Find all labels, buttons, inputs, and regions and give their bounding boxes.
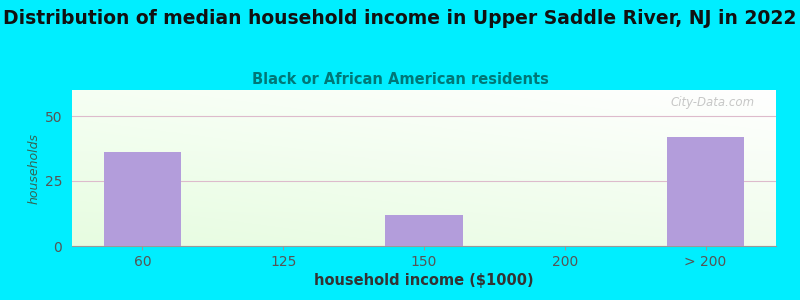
Text: Distribution of median household income in Upper Saddle River, NJ in 2022: Distribution of median household income … — [3, 9, 797, 28]
Text: City-Data.com: City-Data.com — [670, 96, 755, 109]
Text: Black or African American residents: Black or African American residents — [251, 72, 549, 87]
Bar — [104, 152, 181, 246]
Bar — [386, 215, 462, 246]
X-axis label: household income ($1000): household income ($1000) — [314, 273, 534, 288]
Bar — [667, 137, 744, 246]
Y-axis label: households: households — [28, 133, 41, 203]
